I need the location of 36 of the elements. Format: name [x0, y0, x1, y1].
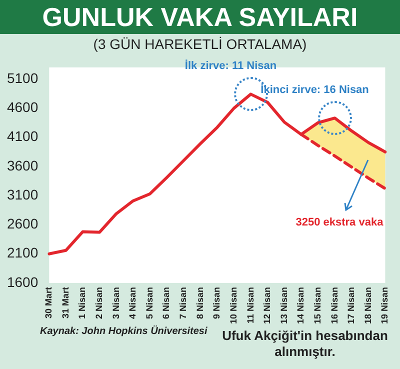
x-tick-label: 1 Nisan: [77, 286, 88, 319]
x-tick-label: 16 Nisan: [329, 286, 340, 324]
x-tick-label: 19 Nisan: [380, 286, 390, 324]
x-tick-label: 14 Nisan: [296, 286, 306, 324]
x-tick-label: 15 Nisan: [312, 286, 322, 324]
x-tick-label: 12 Nisan: [262, 286, 272, 324]
text: Ufuk Akçiğit'in hesabından alınmıştır.: [221, 328, 389, 360]
y-tick-label: 2600: [6, 216, 38, 232]
text: Kaynak: John Hopkins Üniversitesi: [40, 326, 208, 337]
x-tick-label: 6 Nisan: [161, 286, 172, 319]
x-tick-label: 11 Nisan: [245, 286, 256, 324]
x-tick-label: 13 Nisan: [278, 286, 289, 324]
y-tick-label: 3100: [6, 186, 38, 202]
x-tick-label: 30 Mart: [44, 286, 54, 318]
x-tick-label: 4 Nisan: [128, 286, 138, 319]
x-tick-label: 31 Mart: [60, 286, 70, 318]
x-tick-label: 2 Nisan: [94, 286, 104, 319]
x-tick-label: 18 Nisan: [362, 286, 373, 324]
chart-title: GUNLUK VAKA SAYILARI: [0, 0, 400, 34]
x-tick-label: 8 Nisan: [194, 286, 205, 319]
y-tick-label: 4100: [6, 128, 38, 144]
x-tick-label: 7 Nisan: [178, 286, 188, 319]
annotation: 3250 ekstra vaka: [296, 216, 384, 228]
x-tick-label: 17 Nisan: [346, 286, 356, 324]
x-tick-label: 3 Nisan: [110, 286, 121, 319]
x-tick-label: 10 Nisan: [228, 286, 238, 324]
x-tick-label: 5 Nisan: [144, 286, 154, 319]
chart-subtitle: (3 GÜN HAREKETLİ ORTALAMA): [92, 36, 308, 52]
y-tick-label: 1600: [6, 274, 38, 290]
y-tick-label: 5100: [6, 70, 38, 86]
y-tick-label: 3600: [6, 157, 38, 174]
annotation: İlk zirve: 11 Nisan: [184, 59, 277, 72]
y-tick-label: 4600: [6, 99, 38, 116]
annotation: İkinci zirve: 16 Nisan: [260, 83, 370, 96]
y-tick-label: 2100: [6, 244, 38, 261]
x-tick-label: 9 Nisan: [212, 286, 222, 319]
